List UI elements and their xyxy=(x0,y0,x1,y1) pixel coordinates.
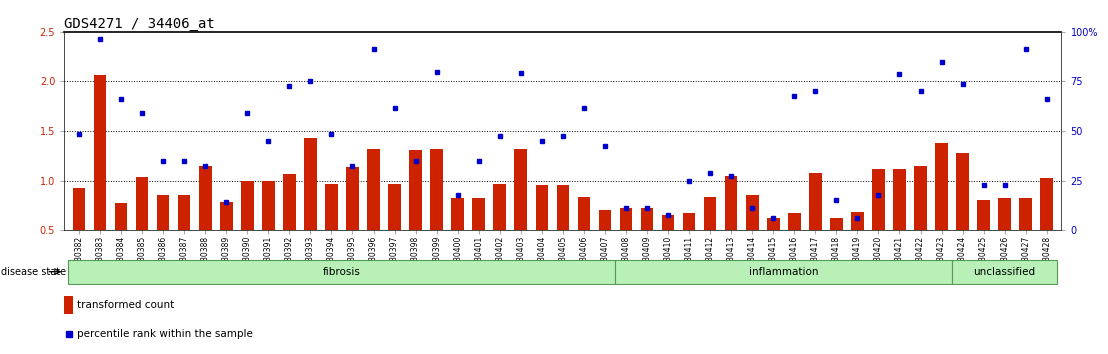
Bar xyxy=(935,143,947,230)
Bar xyxy=(830,218,843,230)
Text: inflammation: inflammation xyxy=(749,267,819,277)
Bar xyxy=(220,202,233,230)
Bar xyxy=(493,183,506,230)
Bar xyxy=(704,198,717,230)
Bar xyxy=(304,138,317,230)
Bar xyxy=(178,195,191,230)
Text: GDS4271 / 34406_at: GDS4271 / 34406_at xyxy=(64,17,215,31)
Bar xyxy=(661,215,675,230)
Bar xyxy=(240,181,254,230)
Bar xyxy=(367,149,380,230)
Bar xyxy=(451,198,464,230)
Bar xyxy=(69,260,615,284)
Bar xyxy=(683,213,696,230)
Text: percentile rank within the sample: percentile rank within the sample xyxy=(78,330,253,339)
Bar xyxy=(725,176,738,230)
Bar xyxy=(893,169,905,230)
Bar xyxy=(261,181,275,230)
Bar xyxy=(283,173,296,230)
Bar xyxy=(409,150,422,230)
Bar xyxy=(788,213,801,230)
Text: transformed count: transformed count xyxy=(78,300,174,310)
Bar xyxy=(956,153,968,230)
Bar xyxy=(872,169,885,230)
Bar xyxy=(809,173,822,230)
Bar xyxy=(325,183,338,230)
Bar xyxy=(199,166,212,230)
Bar xyxy=(977,200,989,230)
Bar xyxy=(157,195,170,230)
Bar xyxy=(1040,178,1053,230)
Bar xyxy=(746,195,759,230)
Bar xyxy=(998,198,1010,230)
Bar xyxy=(952,260,1057,284)
Bar xyxy=(64,296,73,314)
Bar xyxy=(556,185,570,230)
Bar xyxy=(535,185,548,230)
Bar xyxy=(388,183,401,230)
Text: disease state: disease state xyxy=(1,267,66,277)
Bar xyxy=(598,210,612,230)
Bar xyxy=(1019,198,1032,230)
Bar xyxy=(346,167,359,230)
Bar xyxy=(136,177,148,230)
Bar xyxy=(73,188,85,230)
Bar xyxy=(94,75,106,230)
Bar xyxy=(430,149,443,230)
Bar xyxy=(619,208,633,230)
Bar xyxy=(472,198,485,230)
Bar xyxy=(914,166,926,230)
Bar xyxy=(767,218,780,230)
Bar xyxy=(615,260,952,284)
Bar xyxy=(851,212,864,230)
Bar xyxy=(577,198,591,230)
Bar xyxy=(514,149,527,230)
Text: fibrosis: fibrosis xyxy=(324,267,361,277)
Text: unclassified: unclassified xyxy=(974,267,1036,277)
Bar xyxy=(115,203,127,230)
Bar xyxy=(640,208,654,230)
